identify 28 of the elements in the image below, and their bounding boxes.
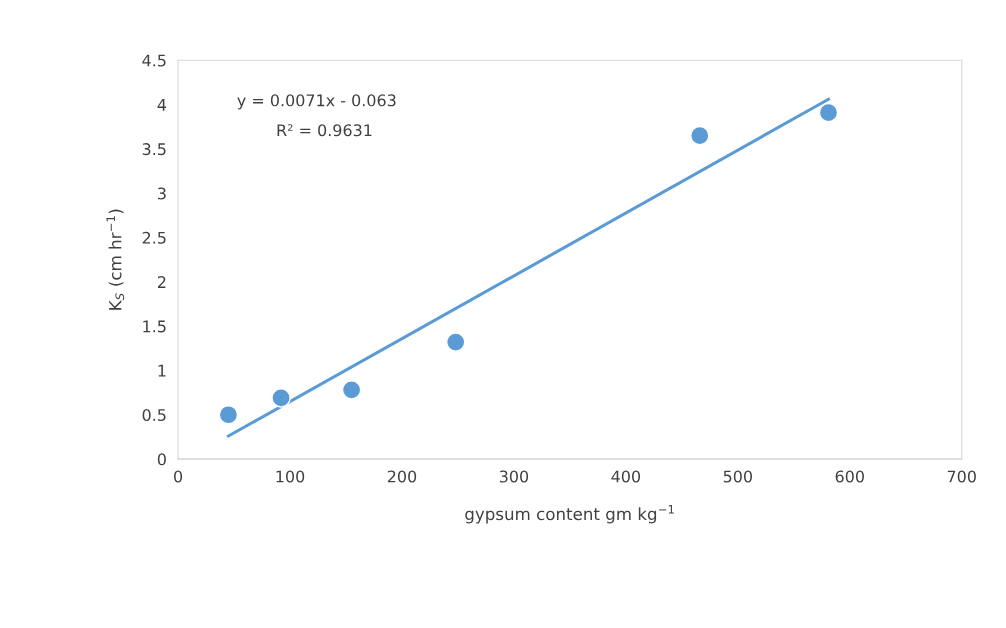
- x-tick-label: 700: [947, 470, 976, 483]
- y-tick-label: 1.5: [143, 320, 166, 333]
- y-tick-label: 0: [157, 453, 166, 466]
- x-tick-label: 0: [174, 470, 183, 483]
- y-tick-label: 3.5: [142, 143, 166, 156]
- annotation: y = 0.0071x - 0.063: [237, 94, 396, 110]
- point: [218, 405, 239, 425]
- y-tick-label: 0.5: [142, 408, 166, 422]
- point: [445, 332, 466, 352]
- y-tick-label: 1: [158, 364, 166, 377]
- y-tick-label: 2: [157, 276, 166, 288]
- x-tick-label: 300: [499, 470, 529, 483]
- x-tick-label: 600: [835, 470, 864, 483]
- y-tick-label: 2.5: [142, 231, 166, 244]
- y-axis-title: K$_{S}$ (cm hr$^{−1}$): [106, 209, 125, 310]
- point: [341, 380, 362, 400]
- x-tick-label: 400: [611, 470, 641, 483]
- y-tick-label: 4.5: [142, 54, 166, 67]
- point: [818, 102, 839, 123]
- x-tick-label: 100: [276, 470, 305, 483]
- x-tick-label: 200: [387, 470, 417, 483]
- x-axis-title: gypsum content gm kg$^{−1}$: [465, 505, 674, 524]
- point: [271, 388, 291, 408]
- y-tick-label: 4: [157, 99, 167, 111]
- y-tick-label: 3: [158, 187, 166, 200]
- point: [690, 125, 710, 146]
- annotation: R² = 0.9631: [277, 124, 372, 137]
- x-tick-label: 500: [723, 470, 753, 483]
